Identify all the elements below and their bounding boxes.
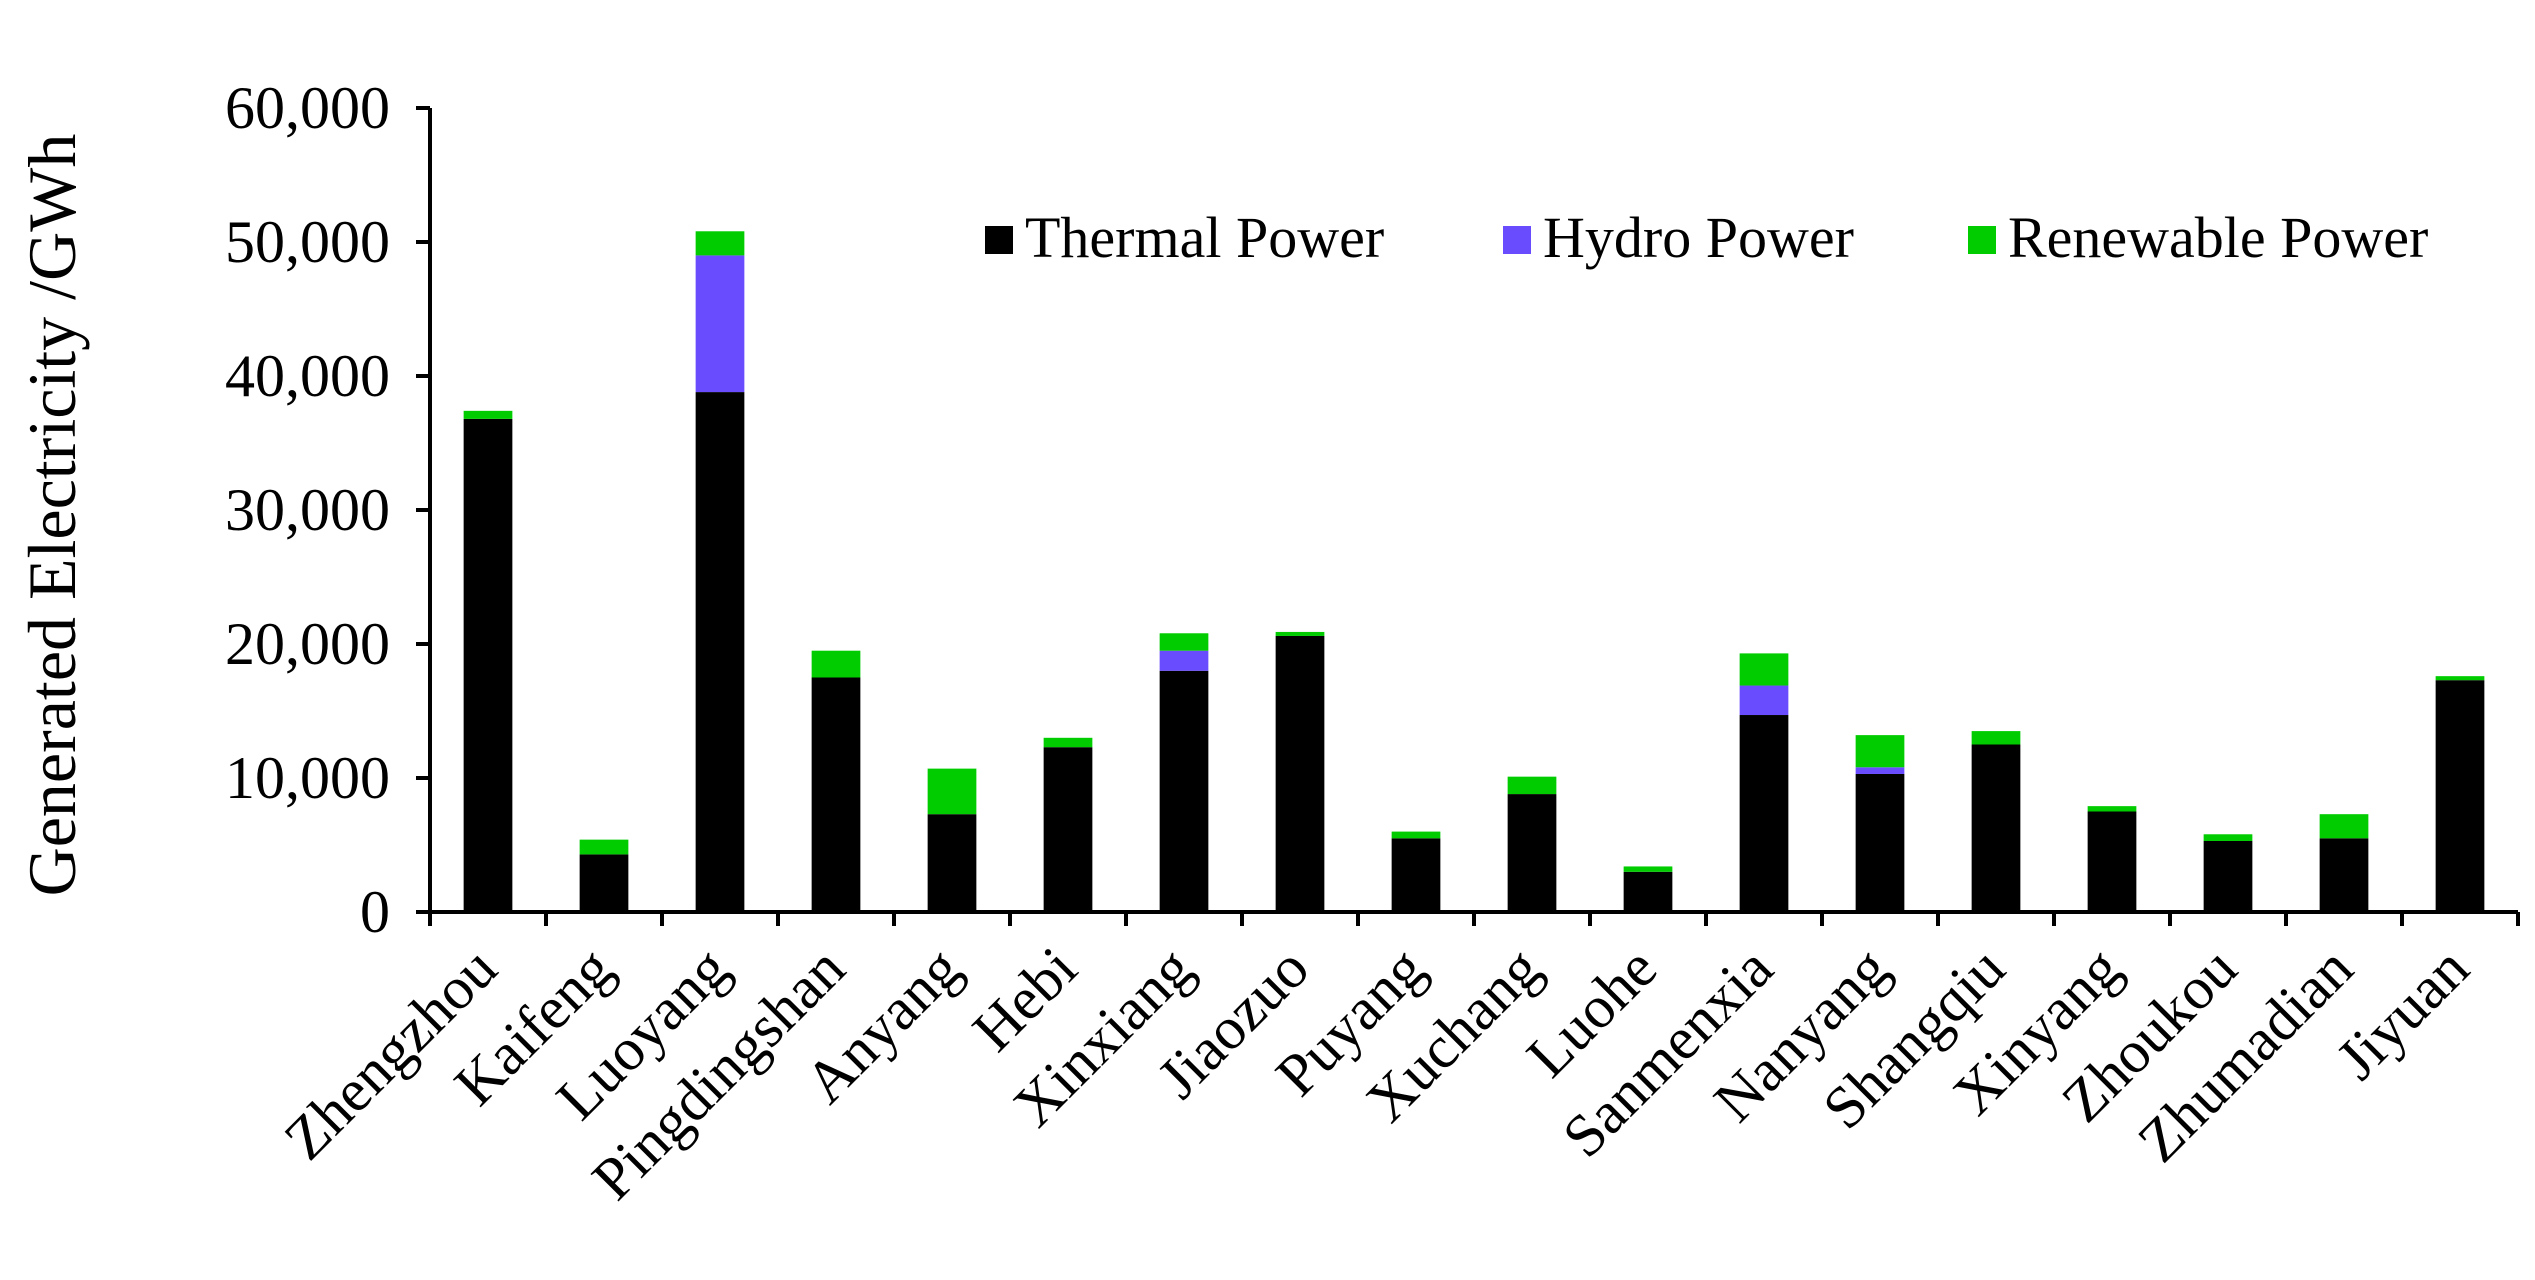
x-axis-ticks: ZhengzhouKaifengLuoyangPingdingshanAnyan… [272, 912, 2520, 1212]
bar-thermal-power [1971, 744, 2021, 912]
y-tick-label: 30,000 [225, 477, 390, 543]
bar-hydro-power [1855, 767, 1905, 774]
bar-thermal-power [695, 392, 745, 913]
bar-renewable-power [463, 410, 513, 419]
legend-label: Renewable Power [2008, 205, 2428, 270]
bar-renewable-power [811, 650, 861, 678]
bar-thermal-power [2319, 838, 2369, 912]
bar-thermal-power [811, 677, 861, 912]
bar-thermal-power [1159, 670, 1209, 912]
bar-hydro-power [695, 255, 745, 393]
bar-renewable-power [927, 768, 977, 815]
bar-thermal-power [579, 854, 629, 912]
bar-renewable-power [1275, 631, 1325, 636]
y-tick-label: 0 [360, 879, 390, 945]
bar-thermal-power [1855, 773, 1905, 912]
bar-thermal-power [927, 814, 977, 912]
bar-renewable-power [1739, 653, 1789, 686]
y-tick-label: 10,000 [225, 745, 390, 811]
bar-renewable-power [2087, 806, 2137, 812]
bar-thermal-power [2435, 680, 2485, 912]
y-tick-label: 20,000 [225, 611, 390, 677]
legend-swatch-thermal-power [985, 226, 1013, 254]
bar-renewable-power [1623, 866, 1673, 872]
bar-thermal-power [1623, 871, 1673, 912]
bar-thermal-power [1043, 747, 1093, 912]
bar-renewable-power [1391, 831, 1441, 839]
bar-renewable-power [2203, 834, 2253, 841]
legend-swatch-renewable-power [1968, 226, 1996, 254]
legend-swatch-hydro-power [1503, 226, 1531, 254]
y-tick-label: 40,000 [225, 343, 390, 409]
bar-thermal-power [463, 418, 513, 912]
legend-label: Thermal Power [1025, 205, 1384, 270]
y-axis-title: Generated Electricity /GWh [14, 134, 90, 897]
bar-renewable-power [2319, 814, 2369, 839]
bar-thermal-power [1739, 715, 1789, 912]
bar-renewable-power [695, 231, 745, 256]
bar-thermal-power [1507, 794, 1557, 912]
bar-thermal-power [1391, 838, 1441, 912]
bar-renewable-power [579, 839, 629, 855]
bar-series-group [463, 231, 2485, 913]
y-tick-label: 60,000 [225, 75, 390, 141]
bar-thermal-power [2087, 811, 2137, 912]
bar-renewable-power [1043, 737, 1093, 748]
bar-thermal-power [1275, 635, 1325, 912]
y-axis-ticks: 0 10,000 20,000 30,000 40,000 50,000 60,000 [225, 75, 430, 945]
bar-hydro-power [1739, 685, 1789, 716]
legend-label: Hydro Power [1543, 205, 1854, 270]
bar-renewable-power [1971, 731, 2021, 745]
bar-renewable-power [1507, 776, 1557, 795]
bar-renewable-power [2435, 676, 2485, 681]
y-tick-label: 50,000 [225, 209, 390, 275]
bar-thermal-power [2203, 840, 2253, 912]
legend: Thermal Power Hydro Power Renewable Power [985, 205, 2428, 270]
bar-renewable-power [1159, 633, 1209, 651]
bar-hydro-power [1159, 650, 1209, 671]
x-tick-label: Jiyuan [2324, 935, 2481, 1092]
bar-renewable-power [1855, 735, 1905, 768]
